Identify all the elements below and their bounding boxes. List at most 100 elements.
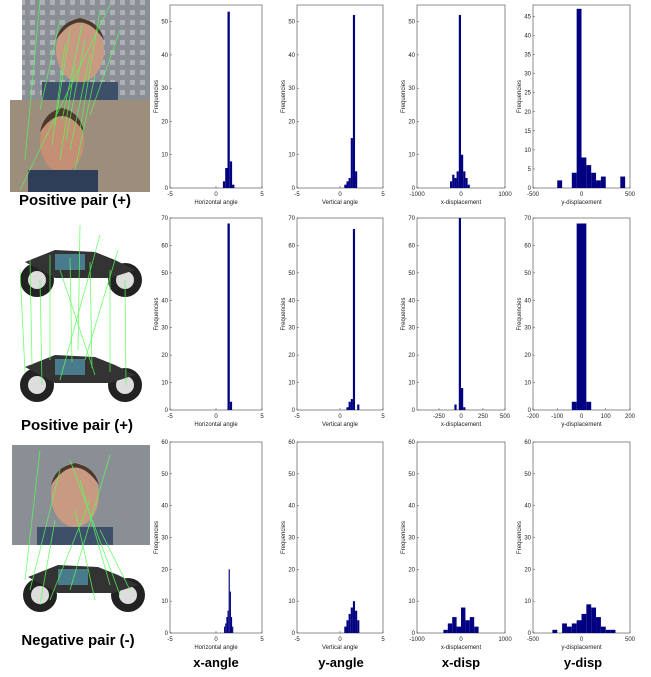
y-tick-label: 20 xyxy=(408,567,415,573)
y-tick-label: 50 xyxy=(161,472,168,478)
y-tick-label: 30 xyxy=(524,326,531,332)
y-tick-label: 30 xyxy=(288,86,295,92)
histogram-bar xyxy=(226,617,227,633)
y-tick-label: 30 xyxy=(161,86,168,92)
histogram-bar xyxy=(443,630,447,633)
histogram-bar xyxy=(228,223,230,410)
x-tick-label: 0 xyxy=(214,637,218,643)
y-axis-label: Frequencies xyxy=(401,521,407,554)
x-axis-label: Vertical angle xyxy=(322,645,359,651)
y-tick-label: 15 xyxy=(524,129,531,135)
histogram-bar xyxy=(230,402,232,410)
figure: Positive pair (+) Positive pair (+) Nega… xyxy=(0,0,651,677)
column-label: x-disp xyxy=(442,655,480,670)
y-tick-label: 20 xyxy=(161,567,168,573)
histogram-bar xyxy=(586,402,591,410)
histogram-bar xyxy=(355,171,357,188)
histogram-bar xyxy=(349,402,351,410)
x-axis-label: Vertical angle xyxy=(322,422,359,428)
y-tick-label: 20 xyxy=(524,567,531,573)
x-tick-label: 500 xyxy=(625,192,636,198)
x-axis-label: x-displacement xyxy=(441,645,482,651)
y-tick-label: 30 xyxy=(161,536,168,542)
y-tick-label: 0 xyxy=(412,408,416,414)
plot-frame xyxy=(170,442,262,633)
y-tick-label: 50 xyxy=(161,20,168,26)
histogram-bar xyxy=(470,617,474,633)
y-tick-label: 10 xyxy=(408,153,415,159)
histogram-bar xyxy=(468,185,470,188)
histogram-bar xyxy=(357,620,359,633)
histogram-bar xyxy=(232,185,234,188)
y-tick-label: 45 xyxy=(524,14,531,20)
x-axis-label: y-displacement xyxy=(561,645,602,651)
y-axis-label: Frequencies xyxy=(281,521,287,554)
histogram-bar xyxy=(582,614,587,633)
y-tick-label: 40 xyxy=(524,34,531,40)
x-tick-label: 5 xyxy=(260,414,264,420)
y-tick-label: 10 xyxy=(161,153,168,159)
histogram-bar xyxy=(582,223,587,410)
histogram-bar xyxy=(230,592,231,633)
histogram-bar xyxy=(572,623,577,633)
histogram-bar xyxy=(353,15,355,188)
plot-frame xyxy=(170,218,262,410)
histogram-bar xyxy=(582,158,587,189)
histogram-bar xyxy=(454,178,456,188)
y-tick-label: 70 xyxy=(524,216,531,222)
histogram-bar xyxy=(228,611,229,633)
y-tick-label: 40 xyxy=(408,504,415,510)
y-tick-label: 30 xyxy=(524,536,531,542)
y-tick-label: 25 xyxy=(524,91,531,97)
x-tick-label: 0 xyxy=(580,637,584,643)
y-tick-label: 20 xyxy=(161,353,168,359)
y-tick-label: 20 xyxy=(288,353,295,359)
y-tick-label: 40 xyxy=(161,298,168,304)
histogram-bar xyxy=(572,173,577,188)
histogram-bar xyxy=(231,617,232,633)
histogram-bar xyxy=(461,608,465,633)
plot-frame xyxy=(533,442,630,633)
y-tick-label: 50 xyxy=(288,472,295,478)
x-tick-label: -5 xyxy=(167,192,173,198)
y-tick-label: 30 xyxy=(524,72,531,78)
y-tick-label: 70 xyxy=(288,216,295,222)
x-tick-label: 0 xyxy=(338,637,342,643)
y-axis-label: Frequencies xyxy=(154,297,160,330)
histogram-bar xyxy=(577,620,582,633)
histogram-bar xyxy=(474,627,478,633)
y-tick-label: 50 xyxy=(524,472,531,478)
y-tick-label: 20 xyxy=(288,567,295,573)
histogram-bar xyxy=(591,173,596,188)
y-tick-label: 50 xyxy=(408,20,415,26)
histogram-bar xyxy=(351,608,353,633)
y-tick-label: 40 xyxy=(288,53,295,59)
histogram-bar xyxy=(452,617,456,633)
x-tick-label: -5 xyxy=(294,637,300,643)
histogram-bar xyxy=(596,180,601,188)
y-axis-label: Frequencies xyxy=(281,297,287,330)
x-tick-label: -5 xyxy=(167,637,173,643)
plot-frame xyxy=(297,442,383,633)
histogram-bar xyxy=(344,627,346,633)
column-label: y-disp xyxy=(564,655,602,670)
y-tick-label: 20 xyxy=(161,119,168,125)
histogram-bar xyxy=(349,178,351,188)
histogram-bar xyxy=(223,181,225,188)
image-pair-1 xyxy=(10,0,150,192)
y-tick-label: 10 xyxy=(408,381,415,387)
y-tick-label: 20 xyxy=(524,353,531,359)
y-tick-label: 30 xyxy=(408,326,415,332)
y-tick-label: 50 xyxy=(524,271,531,277)
y-tick-label: 60 xyxy=(524,243,531,249)
histogram-bar xyxy=(351,138,353,188)
histogram-bar xyxy=(461,388,463,410)
y-tick-label: 40 xyxy=(161,504,168,510)
y-axis-label: Frequencies xyxy=(517,521,523,554)
x-tick-label: -1000 xyxy=(409,637,425,643)
plot-frame xyxy=(417,442,505,633)
x-tick-label: 0 xyxy=(459,637,463,643)
histogram-bar xyxy=(353,229,355,410)
y-tick-label: 60 xyxy=(408,243,415,249)
x-tick-label: -250 xyxy=(433,414,446,420)
